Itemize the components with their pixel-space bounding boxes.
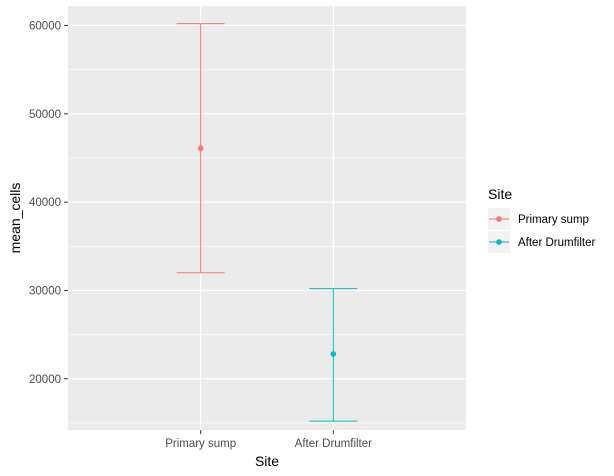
y-axis-title: mean_cells bbox=[7, 183, 23, 254]
plot-panel bbox=[68, 6, 466, 430]
y-tick-label: 30000 bbox=[29, 285, 61, 297]
legend-items: Primary sump After Drumfilter bbox=[488, 208, 595, 253]
mean-point bbox=[197, 145, 204, 152]
x-tick-label: After Drumfilter bbox=[295, 438, 372, 450]
legend-key-point bbox=[496, 216, 502, 222]
legend: Site Primary sump After Drumfilter bbox=[488, 186, 595, 253]
y-tick-label: 20000 bbox=[29, 374, 61, 386]
y-tick-label: 40000 bbox=[29, 197, 61, 209]
x-tick-label: Primary sump bbox=[165, 438, 236, 450]
x-axis-title: Site bbox=[255, 453, 279, 469]
data-marks bbox=[176, 23, 358, 422]
y-tick-label: 60000 bbox=[29, 20, 61, 32]
axes: 20000 30000 40000 50000 60000 Primary sump Aft… bbox=[29, 20, 372, 450]
legend-key-point bbox=[496, 239, 502, 245]
y-tick-label: 50000 bbox=[29, 109, 61, 121]
legend-title: Site bbox=[488, 186, 512, 202]
mean-point bbox=[330, 351, 337, 357]
legend-label: After Drumfilter bbox=[518, 237, 595, 249]
legend-label: Primary sump bbox=[518, 214, 589, 226]
